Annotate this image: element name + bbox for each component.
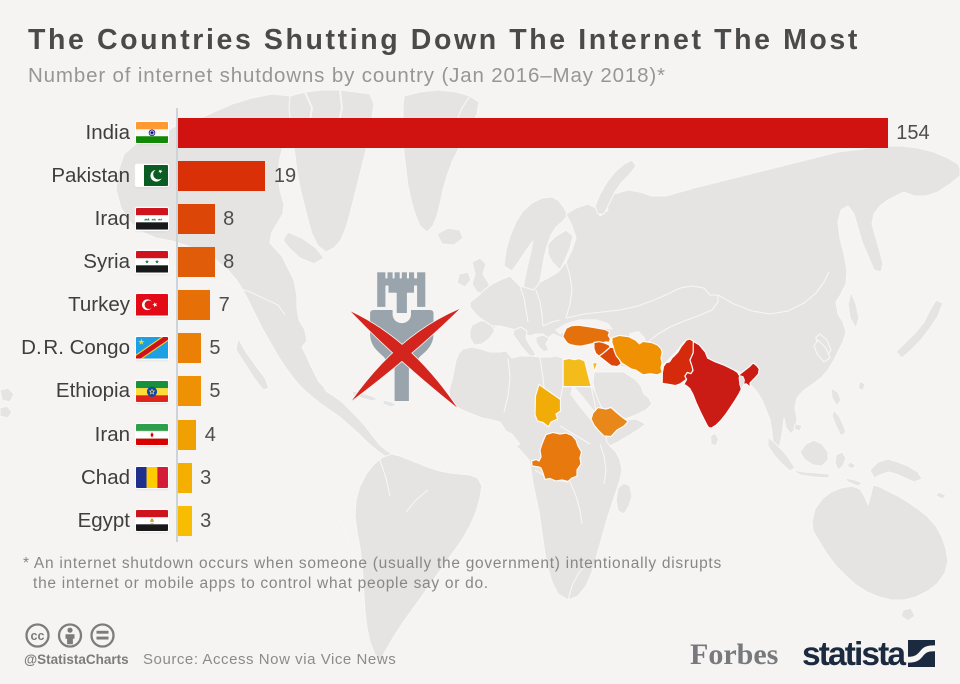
svg-text:cc: cc <box>31 629 45 643</box>
